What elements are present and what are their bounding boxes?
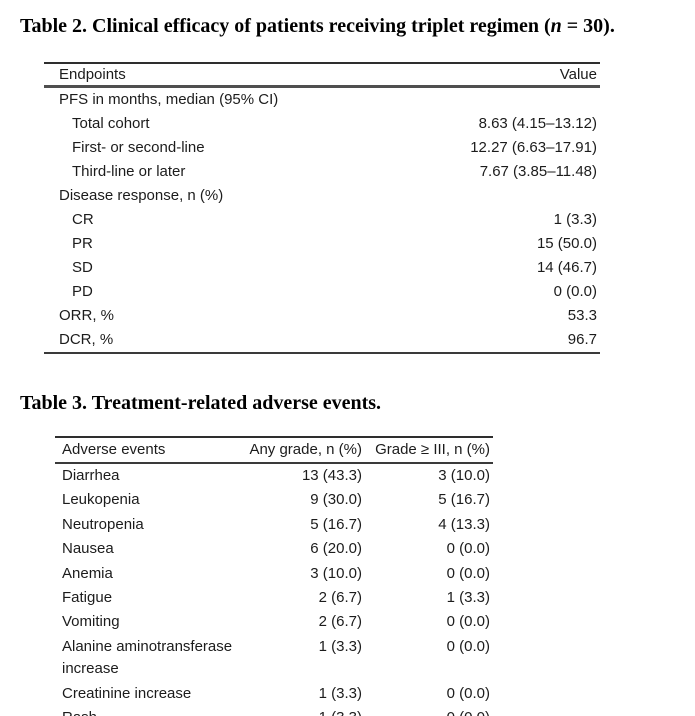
table-row: ORR, % 53.3: [44, 304, 600, 328]
grade3-value: 0 (0.0): [446, 613, 490, 631]
adverse-event-label: Vomiting: [62, 613, 120, 631]
table-row: Third-line or later 7.67 (3.85–11.48): [44, 160, 600, 184]
table-row: PFS in months, median (95% CI): [44, 87, 600, 113]
any-grade-value: 3 (10.0): [310, 564, 362, 582]
endpoint-label: PR: [72, 235, 93, 252]
table2-col-value: Value: [404, 62, 600, 88]
table2-clinical-efficacy: Endpoints Value PFS in months, median (9…: [44, 62, 600, 354]
table-row: Fatigue 2 (6.7) 1 (3.3): [55, 586, 493, 610]
grade3-value: 0 (0.0): [446, 540, 490, 558]
any-grade-value: 1 (3.3): [235, 706, 365, 716]
table2-title: Table 2. Clinical efficacy of patients r…: [0, 0, 695, 39]
table3-col-any-grade: Any grade, n (%): [235, 436, 365, 464]
any-grade-value: 1 (3.3): [318, 684, 362, 702]
any-grade-value: 9 (30.0): [310, 491, 362, 509]
adverse-event-label: Diarrhea: [62, 467, 120, 484]
grade3-value: 0 (0.0): [446, 684, 490, 702]
table-row: Creatinine increase 1 (3.3) 0 (0.0): [55, 682, 493, 706]
table-row: PR 15 (50.0): [44, 232, 600, 256]
table-row: Alanine aminotransferase increase 1 (3.3)…: [55, 635, 493, 682]
endpoint-value: 12.27 (6.63–17.91): [470, 139, 597, 156]
table-row: Vomiting 2 (6.7) 0 (0.0): [55, 610, 493, 634]
endpoint-value: 8.63 (4.15–13.12): [478, 115, 597, 132]
endpoint-value: 96.7: [404, 328, 600, 354]
any-grade-value: 2 (6.7): [318, 613, 362, 631]
grade3-value: 3 (10.0): [438, 467, 490, 484]
endpoint-value: 0 (0.0): [553, 283, 597, 300]
table3-header-row: Adverse events Any grade, n (%) Grade ≥ …: [55, 436, 493, 464]
table-row: SD 14 (46.7): [44, 256, 600, 280]
any-grade-value: 1 (3.3): [318, 637, 362, 655]
endpoint-value: 1 (3.3): [553, 211, 597, 228]
grade3-value: 0 (0.0): [365, 706, 493, 716]
table-row: Rash1 (3.3)0 (0.0): [55, 706, 493, 716]
endpoint-label: CR: [72, 211, 94, 228]
endpoint-value: 14 (46.7): [536, 259, 597, 276]
endpoint-label: Third-line or later: [72, 163, 186, 180]
any-grade-value: 2 (6.7): [318, 589, 362, 607]
table-row: PD 0 (0.0): [44, 280, 600, 304]
table-row: CR 1 (3.3): [44, 208, 600, 232]
any-grade-value: 5 (16.7): [310, 515, 362, 533]
table2-header: Endpoints Value: [44, 62, 600, 88]
endpoint-label: DCR, %: [44, 328, 404, 354]
endpoint-value: [404, 184, 600, 208]
table-row: Neutropenia 5 (16.7) 4 (13.3): [55, 513, 493, 537]
endpoint-label: Total cohort: [72, 115, 150, 132]
endpoint-label: PD: [72, 283, 93, 300]
table-row: DCR, % 96.7: [44, 328, 600, 354]
endpoint-label: PFS in months, median (95% CI): [59, 91, 279, 108]
table2-body: PFS in months, median (95% CI) Total coho…: [44, 87, 600, 354]
grade3-value: 0 (0.0): [446, 564, 490, 582]
table2-header-row: Endpoints Value: [44, 62, 600, 88]
table-row: Leukopenia 9 (30.0) 5 (16.7): [55, 488, 493, 512]
grade3-value: 4 (13.3): [438, 515, 490, 533]
endpoint-label: ORR, %: [59, 307, 115, 324]
endpoint-label: First- or second-line: [72, 139, 205, 156]
table-row: Diarrhea 13 (43.3) 3 (10.0): [55, 463, 493, 488]
adverse-event-label: Neutropenia: [62, 515, 144, 533]
endpoint-value: 7.67 (3.85–11.48): [479, 163, 597, 180]
adverse-event-label: Leukopenia: [62, 491, 140, 509]
adverse-event-label: Anemia: [62, 564, 113, 582]
adverse-event-label: Alanine aminotransferase increase: [62, 637, 233, 678]
adverse-event-label: Nausea: [62, 540, 114, 558]
table-row: Disease response, n (%): [44, 184, 600, 208]
table3-col-grade3: Grade ≥ III, n (%): [365, 436, 493, 464]
table2-title-text: Table 2. Clinical efficacy of patients r…: [20, 15, 551, 37]
grade3-value: 0 (0.0): [446, 637, 490, 655]
endpoint-value: 15 (50.0): [536, 235, 597, 252]
table-row: Anemia 3 (10.0) 0 (0.0): [55, 562, 493, 586]
table3-body: Diarrhea 13 (43.3) 3 (10.0) Leukopenia 9 (30…: [55, 463, 493, 716]
table-row: Nausea 6 (20.0) 0 (0.0): [55, 537, 493, 561]
any-grade-value: 13 (43.3): [301, 467, 362, 484]
endpoint-label: Disease response, n (%): [59, 187, 224, 204]
adverse-event-label: Creatinine increase: [62, 684, 192, 702]
grade3-value: 1 (3.3): [446, 589, 490, 607]
endpoint-value: 53.3: [567, 307, 597, 324]
any-grade-value: 6 (20.0): [310, 540, 362, 558]
table2-title-n-italic: n: [550, 15, 562, 37]
table3-col-adverse-events: Adverse events: [55, 436, 235, 464]
adverse-event-label: Rash: [55, 706, 235, 716]
table2-title-suffix: = 30).: [561, 15, 615, 37]
table3-header: Adverse events Any grade, n (%) Grade ≥ …: [55, 436, 493, 464]
table2-col-endpoints: Endpoints: [44, 62, 404, 88]
adverse-event-label: Fatigue: [62, 589, 113, 607]
endpoint-label: SD: [72, 259, 93, 276]
table3-title: Table 3. Treatment-related adverse event…: [20, 392, 382, 414]
table-row: Total cohort 8.63 (4.15–13.12): [44, 112, 600, 136]
endpoint-value: [404, 87, 600, 113]
table-row: First- or second-line 12.27 (6.63–17.91): [44, 136, 600, 160]
table3-adverse-events: Adverse events Any grade, n (%) Grade ≥ …: [55, 436, 493, 716]
grade3-value: 5 (16.7): [438, 491, 490, 509]
